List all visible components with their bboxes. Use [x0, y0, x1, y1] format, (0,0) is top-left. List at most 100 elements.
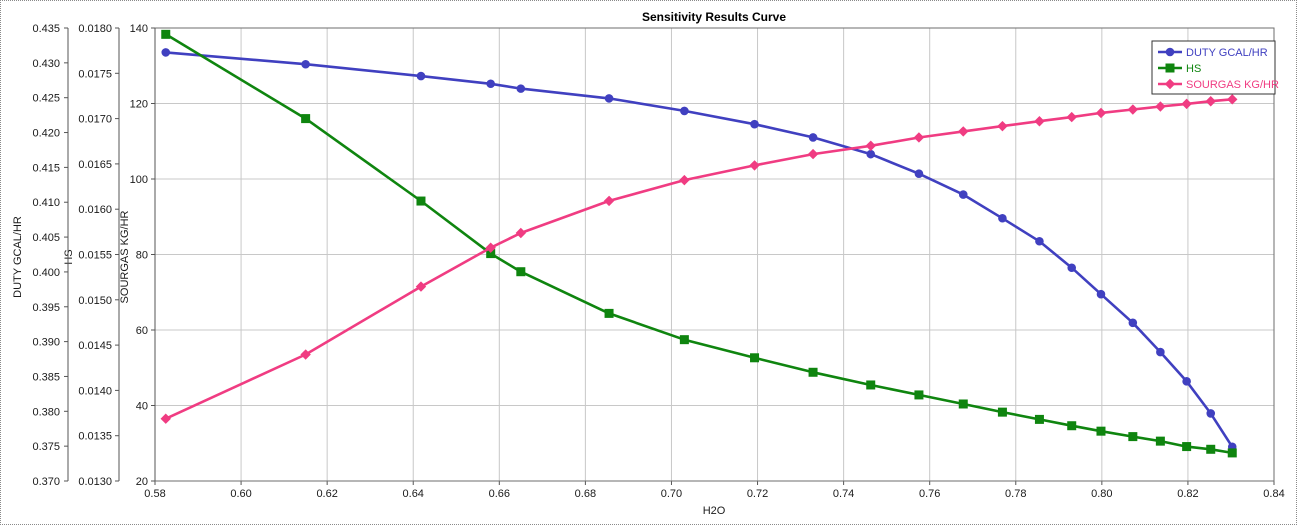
x-tick-label: 0.60 [230, 488, 251, 500]
y-tick-label: 0.435 [32, 23, 60, 35]
data-point-sourgas-kg-hr [997, 120, 1008, 132]
data-point-sourgas-kg-hr [160, 413, 171, 424]
data-point-hs [161, 29, 171, 39]
data-point-duty-gcal-hr [866, 149, 876, 159]
data-point-hs [516, 267, 526, 277]
legend-label-sourgas-kg-hr: SOURGAS KG/HR [1186, 79, 1279, 91]
x-tick-label: 0.82 [1177, 488, 1198, 500]
data-point-sourgas-kg-hr [1127, 104, 1139, 115]
data-point-hs [1227, 448, 1237, 458]
y-tick-label: 80 [136, 250, 148, 262]
data-point-hs [997, 407, 1007, 417]
x-tick-label: 0.64 [403, 488, 424, 500]
y-tick-label: 0.390 [32, 337, 60, 349]
data-point-duty-gcal-hr [1182, 377, 1191, 386]
data-point-duty-gcal-hr [958, 190, 968, 199]
y-tick-label: 0.0165 [78, 159, 112, 171]
y-axis-label-hs: HS [63, 249, 75, 264]
data-point-duty-gcal-hr [486, 79, 496, 89]
legend-label-duty-gcal-hr: DUTY GCAL/HR [1186, 47, 1268, 59]
data-point-hs [301, 114, 311, 124]
data-point-hs [914, 390, 924, 400]
y-tick-label: 60 [136, 325, 148, 337]
x-tick-label: 0.62 [316, 488, 337, 500]
y-tick-label: 0.0180 [78, 23, 112, 35]
data-point-duty-gcal-hr [998, 213, 1007, 223]
data-point-duty-gcal-hr [416, 71, 426, 81]
legend-marker-hs [1165, 63, 1175, 73]
y-tick-label: 0.0155 [78, 250, 112, 262]
y-axis-label-duty: DUTY GCAL/HR [12, 216, 24, 298]
data-point-hs [679, 335, 689, 345]
data-point-sourgas-kg-hr [1095, 107, 1107, 119]
y-tick-label: 0.0135 [78, 431, 112, 443]
legend-label-hs: HS [1186, 63, 1201, 75]
y-tick-label: 0.0140 [78, 385, 112, 397]
data-point-hs [808, 367, 818, 377]
y-tick-label: 100 [130, 174, 148, 186]
y-tick-label: 0.0145 [78, 340, 112, 352]
y-tick-label: 0.395 [32, 302, 60, 314]
data-point-sourgas-kg-hr [1227, 94, 1238, 105]
data-point-sourgas-kg-hr [485, 242, 496, 253]
data-point-sourgas-kg-hr [1181, 98, 1192, 110]
x-tick-label: 0.72 [747, 488, 768, 500]
y-tick-label: 40 [136, 401, 148, 413]
data-point-duty-gcal-hr [1096, 289, 1106, 299]
x-tick-label: 0.84 [1263, 488, 1284, 500]
y-tick-label: 0.415 [32, 162, 60, 174]
data-point-sourgas-kg-hr [913, 132, 925, 143]
data-point-duty-gcal-hr [604, 94, 614, 103]
data-point-hs [1128, 432, 1138, 442]
data-point-duty-gcal-hr [1128, 318, 1138, 328]
data-point-sourgas-kg-hr [1066, 111, 1077, 123]
data-point-hs [1067, 421, 1077, 431]
data-point-duty-gcal-hr [1156, 347, 1165, 357]
y-tick-label: 0.405 [32, 232, 60, 244]
data-point-sourgas-kg-hr [958, 126, 969, 137]
y-tick-label: 20 [136, 476, 148, 488]
y-tick-label: 0.375 [32, 441, 60, 453]
data-point-sourgas-kg-hr [415, 281, 427, 292]
data-point-sourgas-kg-hr [679, 174, 690, 186]
y-tick-label: 0.0170 [78, 114, 112, 126]
data-point-duty-gcal-hr [1035, 236, 1044, 246]
y-tick-label: 0.370 [32, 476, 60, 488]
y-tick-label: 0.0175 [78, 68, 112, 80]
x-tick-label: 0.76 [919, 488, 940, 500]
y-tick-label: 0.385 [32, 371, 60, 383]
x-tick-label: 0.58 [144, 488, 165, 500]
data-point-sourgas-kg-hr [749, 160, 760, 171]
y-tick-label: 0.425 [32, 93, 60, 105]
data-point-sourgas-kg-hr [300, 349, 311, 360]
data-point-duty-gcal-hr [161, 48, 171, 57]
y-tick-label: 140 [130, 23, 148, 35]
data-point-sourgas-kg-hr [515, 227, 527, 239]
data-point-duty-gcal-hr [680, 106, 689, 116]
y-tick-label: 0.0160 [78, 204, 112, 216]
x-tick-label: 0.70 [661, 488, 682, 500]
legend-marker-duty-gcal-hr [1165, 47, 1175, 57]
data-point-sourgas-kg-hr [1155, 101, 1166, 112]
x-tick-label: 0.66 [489, 488, 510, 500]
data-point-duty-gcal-hr [750, 119, 759, 129]
data-point-hs [1206, 444, 1216, 454]
y-tick-label: 0.410 [32, 197, 60, 209]
x-tick-label: 0.74 [833, 488, 854, 500]
data-point-hs [1182, 442, 1192, 452]
data-point-hs [1096, 426, 1106, 436]
data-point-duty-gcal-hr [914, 169, 924, 178]
data-point-duty-gcal-hr [1067, 263, 1077, 273]
data-point-sourgas-kg-hr [807, 148, 819, 160]
data-point-hs [604, 308, 614, 318]
data-point-duty-gcal-hr [1206, 409, 1216, 418]
data-point-sourgas-kg-hr [1034, 116, 1045, 127]
data-point-sourgas-kg-hr [865, 140, 876, 151]
x-tick-label: 0.68 [575, 488, 596, 500]
y-axis-label-sourgas: SOURGAS KG/HR [119, 210, 131, 303]
x-tick-label: 0.80 [1091, 488, 1112, 500]
data-point-hs [416, 196, 426, 206]
data-point-duty-gcal-hr [301, 59, 310, 69]
y-tick-label: 0.0130 [78, 476, 112, 488]
